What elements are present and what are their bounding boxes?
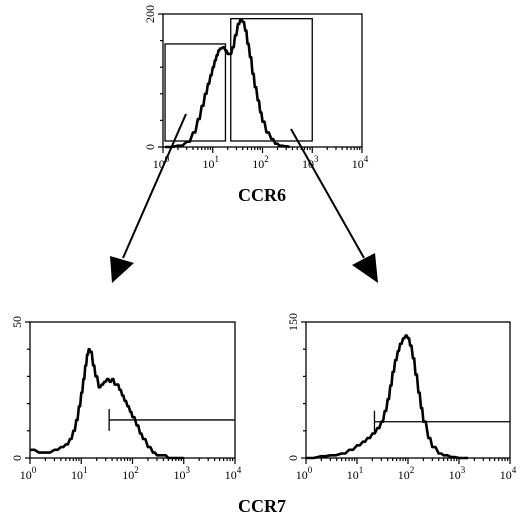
plot-frame xyxy=(162,13,363,148)
y-tick-label: 150 xyxy=(286,313,300,331)
x-tick-label: 103 xyxy=(449,465,466,482)
histogram-curve xyxy=(306,334,468,460)
x-tick-label: 101 xyxy=(203,154,220,171)
histogram-curve xyxy=(165,18,290,149)
gate-region-box xyxy=(230,18,313,142)
x-tick-label: 103 xyxy=(174,465,191,482)
histogram-curve xyxy=(30,347,184,460)
ccr7-histogram-left-panel: 100 101 102 103 104 0 50 xyxy=(10,316,242,482)
gate-region-box xyxy=(164,43,227,142)
arrow-to-ccr6-negative-gate xyxy=(110,113,187,283)
x-tick-label: 100 xyxy=(296,465,313,482)
x-axis-label-ccr6: CCR6 xyxy=(238,185,286,205)
x-tick-label: 100 xyxy=(20,465,37,482)
plot-frame xyxy=(29,321,236,459)
x-tick-label: 101 xyxy=(347,465,364,482)
x-tick-label: 101 xyxy=(71,465,88,482)
x-axis-label-ccr7: CCR7 xyxy=(238,496,286,516)
y-tick-label: 0 xyxy=(286,455,300,461)
plot-frame xyxy=(305,321,511,459)
ccr7-histogram-right-panel: 100 101 102 103 104 0 150 xyxy=(286,313,517,482)
x-tick-label: 103 xyxy=(302,154,319,171)
arrow-to-ccr6-positive-gate xyxy=(290,128,378,283)
y-tick-label: 200 xyxy=(143,5,157,23)
x-tick-label: 102 xyxy=(122,465,139,482)
ccr6-histogram-panel: 1001011021031040200 xyxy=(143,5,369,171)
y-tick-label: 0 xyxy=(10,455,24,461)
x-tick-label: 104 xyxy=(352,154,369,171)
y-tick-label: 0 xyxy=(143,144,157,150)
x-tick-label: 102 xyxy=(252,154,269,171)
y-tick-label: 50 xyxy=(10,316,24,328)
x-tick-label: 104 xyxy=(225,465,242,482)
x-tick-label: 102 xyxy=(398,465,415,482)
x-tick-label: 104 xyxy=(500,465,517,482)
